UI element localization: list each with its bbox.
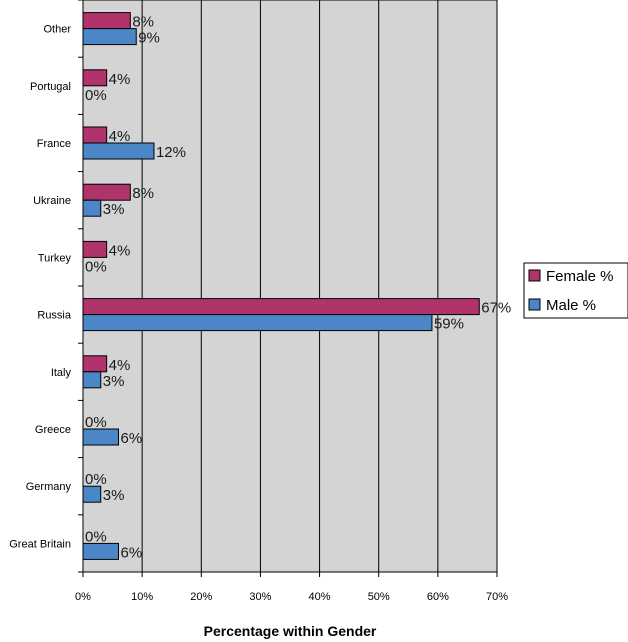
x-tick-label: 40% — [309, 591, 331, 603]
data-label-male: 0% — [85, 258, 107, 275]
data-label-male: 0% — [85, 87, 107, 104]
legend-swatch-male — [528, 298, 541, 311]
category-label: Portugal — [30, 81, 71, 93]
category-label: Great Britain — [9, 538, 71, 550]
bar-female — [82, 240, 108, 258]
x-tick-label: 70% — [486, 591, 508, 603]
data-label-female: 67% — [481, 300, 511, 317]
data-label-female: 8% — [132, 14, 154, 31]
bar-female — [82, 298, 480, 316]
x-tick-label: 0% — [75, 591, 91, 603]
x-tick-label: 50% — [368, 591, 390, 603]
category-label: France — [37, 138, 71, 150]
x-tick-labels: 0% 10% 20% 30% 40% 50% 60% 70% — [75, 591, 508, 603]
data-label-male: 3% — [103, 487, 125, 504]
bars — [82, 12, 480, 560]
category-label: Greece — [35, 424, 71, 436]
bar-male — [82, 428, 119, 446]
category-labels: Other Portugal France Ukraine Turkey Russia It… — [9, 24, 72, 551]
category-label: Other — [43, 24, 71, 36]
legend: Female % Male % — [523, 262, 628, 319]
data-label-male: 6% — [120, 544, 142, 561]
data-label-female: 0% — [85, 471, 107, 488]
category-label: Ukraine — [33, 195, 71, 207]
bar-male — [82, 28, 137, 46]
category-label: Italy — [51, 367, 72, 379]
plot-area — [82, 0, 498, 573]
bar-female — [82, 12, 131, 30]
data-label-female: 4% — [109, 357, 131, 374]
gridlines — [141, 0, 439, 572]
x-tick-label: 30% — [249, 591, 271, 603]
data-label-female: 8% — [132, 185, 154, 202]
data-label-female: 0% — [85, 528, 107, 545]
data-label-male: 3% — [103, 373, 125, 390]
data-label-female: 4% — [109, 242, 131, 259]
bar-male — [82, 142, 155, 160]
category-label: Turkey — [38, 252, 72, 264]
bar-male — [82, 542, 119, 560]
bar-male — [82, 485, 102, 503]
legend-box — [523, 262, 628, 319]
legend-label-male: Male % — [546, 297, 596, 314]
data-labels: 8%9%4%0%4%12%8%3%4%0%67%59%4%3%0%6%0%3%0… — [85, 14, 511, 562]
bar-female — [82, 355, 108, 373]
data-label-male: 59% — [434, 316, 464, 333]
bar-female — [82, 126, 108, 144]
category-label: Russia — [37, 310, 72, 322]
data-label-female: 4% — [109, 128, 131, 145]
x-tick-label: 20% — [190, 591, 212, 603]
bar-male — [82, 314, 433, 332]
data-label-female: 0% — [85, 414, 107, 431]
bar-male — [82, 371, 102, 389]
bar-female — [82, 183, 131, 201]
data-label-male: 9% — [138, 30, 160, 47]
x-axis-title: Percentage within Gender — [204, 623, 377, 639]
data-label-male: 3% — [103, 201, 125, 218]
category-label: Germany — [26, 481, 72, 493]
legend-swatch-female — [528, 269, 541, 282]
x-tick-label: 10% — [131, 591, 153, 603]
bar-male — [82, 199, 102, 217]
bar-female — [82, 69, 108, 87]
legend-label-female: Female % — [546, 268, 614, 285]
data-label-male: 12% — [156, 144, 186, 161]
data-label-male: 6% — [120, 430, 142, 447]
tick-marks — [78, 0, 498, 577]
data-label-female: 4% — [109, 71, 131, 88]
x-tick-label: 60% — [427, 591, 449, 603]
